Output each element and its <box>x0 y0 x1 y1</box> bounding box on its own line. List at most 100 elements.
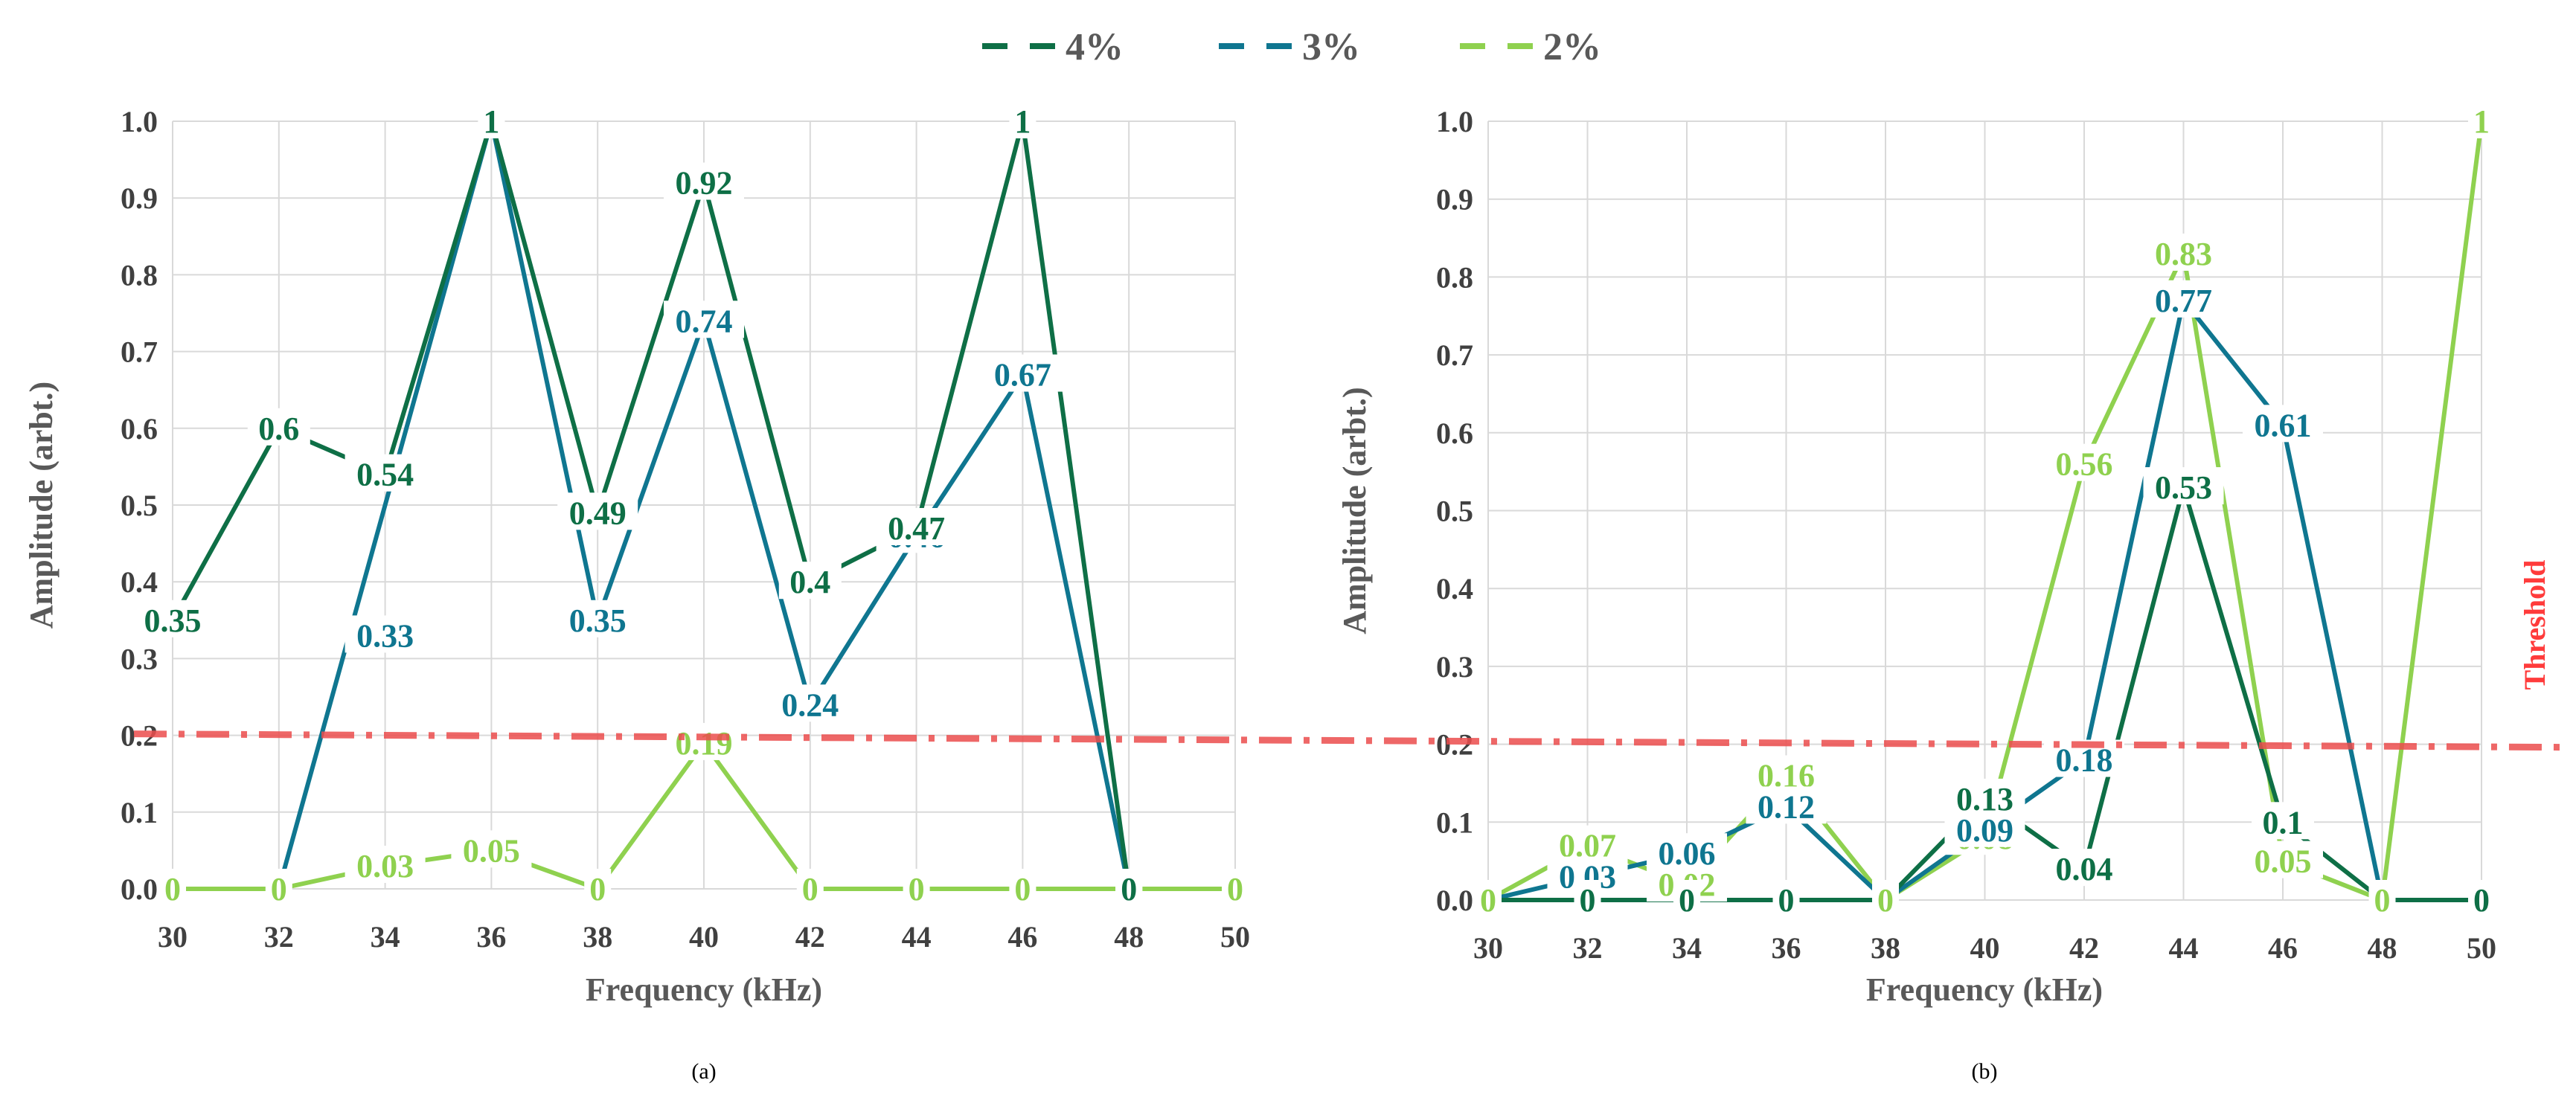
data-label: 0.77 <box>2155 283 2212 319</box>
data-label: 0.09 <box>1956 812 2013 849</box>
y-tick-label: 0.4 <box>121 565 158 599</box>
y-tick-label: 1.0 <box>1436 105 1473 138</box>
legend-label: 2% <box>1543 26 1601 68</box>
data-label-bg <box>1547 825 1628 863</box>
y-tick-label: 0.2 <box>1436 728 1473 762</box>
data-label-bg <box>557 600 638 637</box>
data-label: 1 <box>2473 103 2490 140</box>
x-tick-label: 36 <box>1772 931 1801 965</box>
data-label-bg <box>1009 869 1037 906</box>
data-label: 0.4 <box>789 564 830 600</box>
data-label-bg <box>1746 755 1827 793</box>
data-label-bg <box>2143 280 2224 318</box>
data-label-bg <box>664 301 744 338</box>
data-label: 0.35 <box>144 602 202 639</box>
x-tick-label: 30 <box>1473 931 1503 965</box>
y-tick-label: 0.7 <box>1436 338 1473 372</box>
y-axis-title: Amplitude (arbt.) <box>1336 387 1373 634</box>
y-axis-title: Amplitude (arbt.) <box>23 382 60 629</box>
data-label-bg <box>2243 841 2323 878</box>
x-tick-label: 40 <box>689 920 719 954</box>
data-label-bg <box>265 869 292 906</box>
x-tick-label: 34 <box>1672 931 1702 965</box>
data-label-bg <box>2044 849 2124 887</box>
series-line-3pct <box>1487 295 2385 903</box>
data-label: 0.49 <box>569 495 627 531</box>
y-tick-label: 0.3 <box>121 642 158 675</box>
data-label-bg <box>1574 880 1601 917</box>
series-line-4pct <box>170 113 1132 890</box>
data-label-bg <box>345 846 426 884</box>
x-tick-label: 48 <box>1114 920 1144 954</box>
threshold: Threshold <box>133 560 2560 751</box>
data-label-bg <box>1222 869 1249 906</box>
data-label-bg <box>1772 880 1800 917</box>
data-label: 0.6 <box>258 411 299 447</box>
x-tick-label: 32 <box>1573 931 1603 965</box>
data-label-bg <box>2468 880 2495 917</box>
x-tick-label: 48 <box>2368 931 2397 965</box>
data-label-bg <box>1673 880 1700 917</box>
data-label: 0.74 <box>676 303 733 339</box>
x-tick-label: 50 <box>2467 931 2496 965</box>
x-axis-title: Frequency (kHz) <box>1866 971 2103 1008</box>
y-tick-label: 0.3 <box>1436 650 1473 684</box>
data-label-bg <box>1647 833 1727 871</box>
data-label: 0 <box>2473 882 2490 919</box>
data-label: 0 <box>1014 871 1031 907</box>
y-tick-label: 0.1 <box>121 796 158 829</box>
data-label-bg <box>584 869 612 906</box>
data-label-bg <box>1944 809 2025 847</box>
data-label: 0.83 <box>2155 236 2212 272</box>
y-tick-label: 0.7 <box>121 335 158 369</box>
data-label-bg <box>1475 880 1502 917</box>
data-label: 0.67 <box>994 357 1051 393</box>
data-label-bg <box>2468 101 2495 138</box>
data-label-bg <box>345 615 426 653</box>
data-label-bg <box>1115 869 1143 906</box>
data-label-bg <box>247 408 310 446</box>
x-tick-label: 40 <box>1970 931 2000 965</box>
data-label: 1 <box>1014 103 1031 140</box>
legend-label: 3% <box>1302 26 1360 68</box>
data-label: 0 <box>1227 871 1243 907</box>
data-label: 0 <box>164 871 181 907</box>
y-tick-label: 0.8 <box>1436 260 1473 294</box>
y-tick-label: 0.9 <box>1436 183 1473 216</box>
data-label: 0 <box>271 871 287 907</box>
data-label: 0.33 <box>356 617 414 654</box>
y-tick-label: 0.9 <box>121 181 158 215</box>
y-tick-label: 0.6 <box>121 412 158 446</box>
data-label: 0 <box>1679 882 1695 919</box>
data-label-bg <box>132 600 213 637</box>
data-label: 0 <box>589 871 606 907</box>
data-label-bg <box>2143 233 2224 271</box>
x-tick-label: 36 <box>476 920 506 954</box>
legend-label: 4% <box>1066 26 1124 68</box>
data-label: 0 <box>909 871 925 907</box>
y-tick-label: 0.5 <box>1436 495 1473 528</box>
data-label: 0.05 <box>463 832 520 869</box>
data-label: 0 <box>1580 882 1596 919</box>
y-tick-label: 0.6 <box>1436 417 1473 450</box>
y-tick-label: 0.0 <box>1436 884 1473 917</box>
data-label-bg <box>1009 101 1037 138</box>
data-labels: 00.070.020.1600.080.560.830.05010.030.06… <box>1475 101 2495 919</box>
data-label-bg <box>1746 786 1827 824</box>
data-label-bg <box>1944 778 2025 816</box>
data-label-bg <box>796 869 824 906</box>
y-tick-label: 0.5 <box>121 489 158 522</box>
x-tick-label: 32 <box>264 920 294 954</box>
y-tick-label: 0.8 <box>121 258 158 292</box>
data-label: 0 <box>1480 882 1496 919</box>
x-tick-label: 34 <box>371 920 400 954</box>
data-label: 0.06 <box>1659 835 1716 872</box>
data-label: 0.24 <box>781 687 839 723</box>
panel-label: (a) <box>691 1059 716 1084</box>
chart-panel-b: 0.0 0.1 0.2 0.3 0.4 0.5 0.6 0.7 0.8 0.9 1.0 30 32 34 3… <box>1336 101 2496 1084</box>
x-axis-title: Frequency (kHz) <box>586 971 822 1008</box>
data-label-bg <box>451 830 532 868</box>
y-tick-label: 1.0 <box>121 105 158 138</box>
data-label-bg <box>2368 880 2396 917</box>
data-label-bg <box>345 454 426 492</box>
